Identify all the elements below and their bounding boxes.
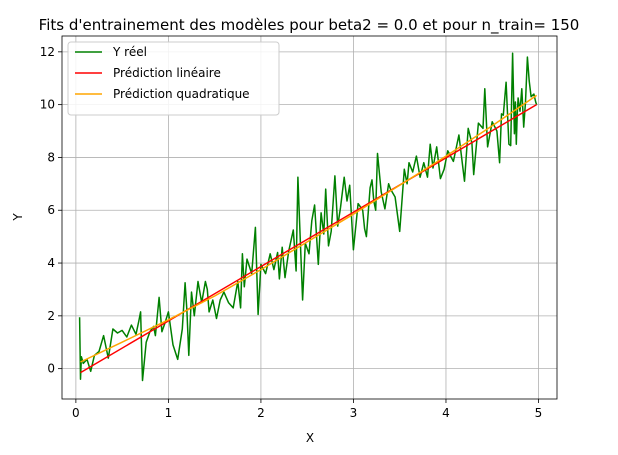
- legend: Y réel Prédiction linéaire Prédiction quad…: [67, 41, 280, 116]
- y-tick-label: 4: [47, 256, 55, 270]
- legend-label: Prédiction linéaire: [113, 66, 221, 80]
- series-line-1: [80, 103, 537, 374]
- y-axis-label: Y: [11, 213, 25, 222]
- legend-label: Prédiction quadratique: [113, 87, 250, 101]
- y-tick-label: 12: [40, 45, 55, 59]
- chart-title: Fits d'entrainement des modèles pour bet…: [39, 16, 580, 35]
- x-tick-label: 3: [350, 406, 358, 420]
- y-tick-label: 10: [40, 98, 55, 112]
- x-tick-label: 4: [442, 406, 450, 420]
- y-tick-label: 0: [47, 362, 55, 376]
- plot-frame: [61, 35, 558, 400]
- x-tick-label: 1: [165, 406, 173, 420]
- x-tick-label: 0: [72, 406, 80, 420]
- x-tick-label: 2: [257, 406, 265, 420]
- series-line-2: [80, 94, 538, 363]
- y-tick-label: 2: [47, 309, 55, 323]
- legend-label: Y réel: [112, 45, 147, 59]
- y-tick-label: 6: [47, 203, 55, 217]
- y-tick-label: 8: [47, 150, 55, 164]
- x-tick-label: 5: [535, 406, 543, 420]
- legend-box: [67, 41, 280, 116]
- x-axis-label: X: [306, 431, 314, 445]
- series-layer: [78, 52, 538, 382]
- series-line-0: [78, 52, 538, 382]
